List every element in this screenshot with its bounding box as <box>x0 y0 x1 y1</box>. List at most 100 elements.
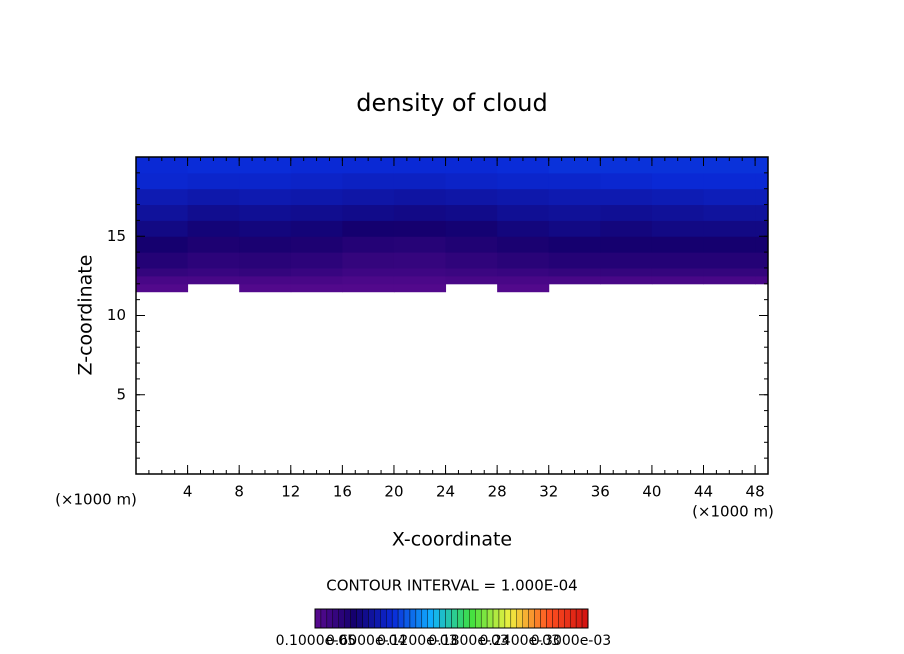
contour-cell <box>651 275 705 285</box>
contour-cell <box>187 204 240 221</box>
contour-cell <box>703 157 756 174</box>
colorbar-stripe <box>552 608 559 629</box>
contour-cell <box>187 157 240 174</box>
contour-cell <box>187 236 240 253</box>
contour-cell <box>393 275 447 285</box>
colorbar-stripe <box>492 608 500 629</box>
y-tick-label: 5 <box>116 385 126 403</box>
contour-cell <box>445 157 498 174</box>
colorbar-stripe <box>451 608 458 629</box>
contour-cell <box>445 252 498 269</box>
contour-cell <box>548 267 601 277</box>
contour-cell <box>136 157 189 174</box>
contour-cell <box>239 204 292 221</box>
contour-cell <box>136 252 189 269</box>
contour-cell <box>651 172 705 190</box>
contour-cell <box>445 172 498 190</box>
colorbar-stripe <box>498 608 506 629</box>
contour-cell <box>755 204 769 221</box>
colorbar-stripe <box>457 608 464 629</box>
contour-cell <box>290 157 343 174</box>
colorbar-stripe <box>397 608 405 629</box>
contour-cell <box>445 267 498 277</box>
contour-cell <box>651 220 705 237</box>
contour-cell <box>497 283 550 293</box>
y-unit: (×1000 m) <box>55 491 137 509</box>
contour-cell <box>290 283 343 293</box>
contour-cell <box>600 267 653 277</box>
x-tick-label: 20 <box>384 483 403 501</box>
colorbar-stripe <box>350 608 357 629</box>
colorbar-stripe <box>581 608 589 629</box>
colorbar-stripe <box>445 608 452 629</box>
contour-cell <box>393 267 447 277</box>
contour-cell <box>342 188 395 206</box>
contour-cell <box>445 220 498 237</box>
x-tick-label: 8 <box>234 483 244 501</box>
contour-cell <box>600 220 653 237</box>
contour-cell <box>239 188 292 206</box>
contour-cell <box>497 157 550 174</box>
colorbar-label: 0.6000e-04 <box>326 633 407 649</box>
contour-cell <box>548 204 601 221</box>
contour-cell <box>703 275 756 285</box>
contour-cell <box>187 220 240 237</box>
contour-cell <box>239 283 292 293</box>
contour-cell <box>548 236 601 253</box>
x-tick-label: 24 <box>436 483 455 501</box>
colorbar-stripe <box>504 608 512 629</box>
colorbar-stripe <box>433 608 440 629</box>
colorbar-stripe <box>439 608 446 629</box>
colorbar-stripe <box>463 608 470 629</box>
contour-cell <box>600 252 653 269</box>
contour-cell <box>393 252 447 269</box>
contour-cell <box>239 220 292 237</box>
contour-cell <box>393 157 447 174</box>
contour-cell <box>600 204 653 221</box>
contour-cell <box>755 188 769 206</box>
contour-cell <box>136 236 189 253</box>
contour-cell <box>136 267 189 277</box>
colorbar-stripe <box>314 608 322 629</box>
contour-cell <box>342 275 395 285</box>
contour-cell <box>342 157 395 174</box>
contour-cell <box>290 204 343 221</box>
contour-cell <box>497 252 550 269</box>
contour-cell <box>703 172 756 190</box>
colorbar-stripe <box>469 608 476 629</box>
y-tick-label: 15 <box>107 227 126 245</box>
contour-cell <box>703 188 756 206</box>
contour-cell <box>755 267 769 277</box>
colorbar-stripe <box>380 608 387 629</box>
contour-cell <box>548 188 601 206</box>
colorbar-stripe <box>409 608 417 629</box>
contour-cell <box>600 275 653 285</box>
contour-cell <box>497 275 550 285</box>
contour-cell <box>239 236 292 253</box>
contour-cell <box>290 172 343 190</box>
colorbar-stripe <box>338 608 345 629</box>
x-tick-label: 16 <box>333 483 352 501</box>
colorbar-stripe <box>480 608 488 629</box>
contour-cell <box>600 172 653 190</box>
contour-cell <box>651 204 705 221</box>
x-tick-label: 40 <box>642 483 661 501</box>
colorbar: 0.1000e-050.6000e-040.1200e-030.1800e-03… <box>276 608 611 649</box>
contour-cell <box>497 220 550 237</box>
colorbar-stripe <box>391 608 399 629</box>
contour-cell <box>497 204 550 221</box>
contour-cell <box>136 204 189 221</box>
contour-cell <box>290 220 343 237</box>
contour-cell <box>239 275 292 285</box>
contour-cell <box>651 236 705 253</box>
contour-cell <box>342 204 395 221</box>
contour-cell <box>755 172 769 190</box>
contour-cell <box>548 172 601 190</box>
contour-cell <box>342 236 395 253</box>
contour-cell <box>342 220 395 237</box>
contour-cell <box>600 188 653 206</box>
contour-cell <box>136 172 189 190</box>
colorbar-label: 0.1000e-05 <box>276 633 356 649</box>
contour-cell <box>445 275 498 285</box>
contour-cell <box>651 252 705 269</box>
